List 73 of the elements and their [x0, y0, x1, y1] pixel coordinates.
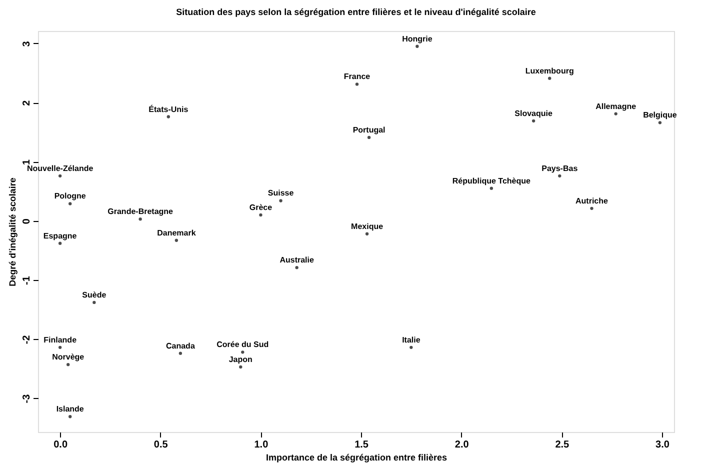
data-label: Nouvelle-Zélande	[26, 164, 94, 173]
point	[58, 242, 62, 245]
data-label: Japon	[228, 354, 253, 364]
y-axis-title: Degré d'inégalité scolaire	[8, 178, 18, 286]
x-tick-label: 3.0	[656, 440, 670, 450]
x-axis-title: Importance de la ségrégation entre filières	[266, 452, 448, 462]
x-tick-label: 2.0	[454, 440, 470, 450]
y-tick-label: -1	[22, 276, 32, 285]
data-label: Finlande	[44, 335, 78, 344]
point	[58, 346, 62, 349]
data-label: Pays-Bas	[542, 164, 578, 173]
point	[658, 121, 662, 124]
data-label: Grèce	[249, 202, 273, 212]
data-label: Portugal	[352, 125, 386, 134]
data-label: Pologne	[54, 192, 86, 201]
data-label: République Tchèque	[452, 176, 532, 186]
point	[367, 136, 371, 140]
data-label: États-Unis	[148, 104, 189, 114]
point	[58, 174, 62, 178]
point	[68, 202, 72, 206]
point	[490, 186, 494, 190]
y-tick-label: 1	[22, 158, 32, 165]
data-label: Norvège	[52, 352, 85, 362]
point	[614, 112, 618, 116]
data-label: Suisse	[268, 188, 294, 198]
y-tick-label: -2	[22, 334, 32, 344]
data-label: France	[344, 72, 371, 82]
point	[355, 82, 359, 86]
point	[558, 174, 562, 178]
data-label: Espagne	[43, 231, 78, 240]
data-label: Suède	[82, 290, 107, 300]
point	[410, 346, 413, 349]
point	[239, 365, 242, 369]
point	[66, 362, 70, 366]
point	[92, 300, 96, 304]
data-label: Corée du Sud	[216, 340, 269, 350]
y-tick-label: -3	[22, 394, 32, 404]
data-label: Allemagne	[596, 102, 637, 111]
y-tick-label: 2	[22, 100, 32, 106]
point	[590, 206, 594, 210]
data-label: Islande	[56, 404, 84, 414]
y-tick-label: 0	[22, 218, 32, 224]
data-label: Mexique	[351, 222, 384, 231]
point	[174, 238, 178, 242]
data-label: Danemark	[157, 228, 196, 238]
point	[138, 218, 142, 221]
point	[532, 119, 536, 122]
x-tick-label: 1.0	[254, 440, 269, 450]
chart-title: Situation des pays selon la ségrégation entre filières et le niveau d'inégalité scolaire	[176, 7, 536, 17]
x-tick-label: 0.0	[54, 440, 68, 450]
x-tick-label: 1.5	[354, 440, 369, 450]
point	[548, 76, 552, 80]
point	[166, 115, 170, 118]
data-label: Slovaquie	[514, 108, 553, 118]
point	[68, 415, 72, 418]
point	[178, 352, 182, 355]
point	[279, 199, 282, 202]
point	[241, 350, 244, 354]
data-label: Italie	[402, 335, 421, 344]
x-tick-label: 0.5	[154, 440, 168, 450]
data-label: Grande-Bretagne	[108, 207, 174, 216]
point	[416, 44, 419, 48]
data-label: Australie	[280, 256, 314, 265]
y-tick-label: 3	[22, 40, 32, 47]
data-label: Autriche	[576, 196, 609, 206]
data-label: Canada	[166, 341, 196, 350]
x-tick-label: 2.5	[555, 440, 570, 450]
point	[365, 232, 369, 236]
point	[295, 266, 298, 270]
point	[259, 213, 262, 217]
data-label: Hongrie	[402, 34, 433, 44]
data-label: Luxembourg	[525, 66, 574, 76]
data-label: Belgique	[643, 110, 678, 120]
